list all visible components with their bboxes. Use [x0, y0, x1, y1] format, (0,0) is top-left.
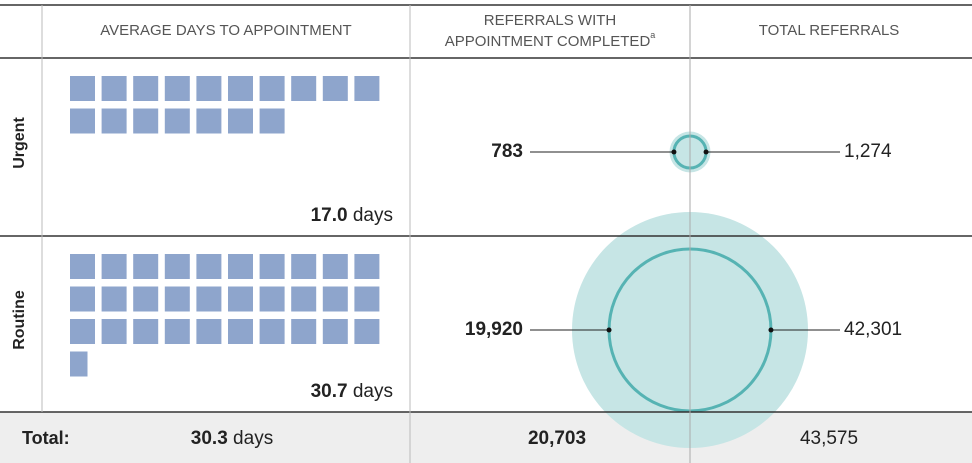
day-square — [322, 76, 348, 101]
day-square — [291, 286, 317, 312]
day-square — [228, 76, 253, 101]
total-value: 42,301 — [844, 319, 902, 340]
total-value: 1,274 — [844, 141, 892, 162]
total-avg-days-value: 30.3 — [191, 428, 228, 449]
day-square — [133, 286, 159, 312]
day-square — [322, 254, 348, 279]
day-square — [354, 254, 380, 279]
total-referrals: 43,575 — [800, 428, 858, 449]
total-label: Total: — [22, 428, 70, 448]
day-square — [196, 319, 222, 344]
day-square — [133, 108, 159, 134]
column-header: TOTAL REFERRALS — [759, 22, 900, 39]
day-square — [259, 108, 285, 134]
unit: days — [348, 381, 393, 402]
unit: days — [228, 428, 273, 449]
total-avg-days: 30.3 days — [191, 428, 273, 449]
day-square — [101, 254, 127, 279]
day-square — [228, 108, 253, 134]
avg-days-value: 17.0 — [311, 205, 348, 226]
day-square — [133, 254, 159, 279]
day-square — [322, 286, 348, 312]
day-square — [101, 286, 127, 312]
day-square — [133, 319, 159, 344]
unit: days — [348, 205, 393, 226]
day-square — [354, 76, 380, 101]
row-label: Routine — [11, 290, 28, 350]
day-square — [196, 286, 222, 312]
footnote-marker: a — [650, 30, 655, 40]
day-square — [291, 76, 317, 101]
avg-days: 17.0 days — [311, 205, 393, 226]
day-square — [322, 319, 348, 344]
day-square — [228, 254, 253, 279]
day-square — [70, 254, 95, 279]
day-square — [259, 254, 285, 279]
day-square — [70, 351, 88, 377]
day-square — [70, 76, 95, 101]
day-square — [70, 108, 95, 134]
day-square — [164, 286, 190, 312]
day-square — [291, 319, 317, 344]
day-square — [259, 319, 285, 344]
total-completed: 20,703 — [528, 428, 586, 449]
day-square — [101, 108, 127, 134]
day-square — [164, 108, 190, 134]
day-square — [164, 319, 190, 344]
total-row-bg — [0, 412, 972, 463]
day-square — [101, 319, 127, 344]
day-square — [259, 76, 285, 101]
column-header: APPOINTMENT COMPLETEDa — [445, 30, 656, 50]
day-square — [228, 286, 253, 312]
day-square — [228, 319, 253, 344]
day-square — [196, 76, 222, 101]
row-label: Urgent — [11, 117, 28, 169]
day-square — [70, 319, 95, 344]
leader-dot — [671, 149, 677, 155]
day-square — [164, 254, 190, 279]
leader-dot — [768, 327, 774, 333]
day-square — [133, 76, 159, 101]
completed-value: 19,920 — [465, 319, 523, 340]
day-square — [354, 319, 380, 344]
avg-days: 30.7 days — [311, 381, 393, 402]
day-square — [196, 108, 222, 134]
day-square — [70, 286, 95, 312]
day-square — [354, 286, 380, 312]
day-square — [164, 76, 190, 101]
column-header: REFERRALS WITH — [484, 12, 617, 29]
day-square — [291, 254, 317, 279]
leader-dot — [606, 327, 612, 333]
day-square — [259, 286, 285, 312]
day-square — [101, 76, 127, 101]
day-square — [196, 254, 222, 279]
avg-days-value: 30.7 — [311, 381, 348, 402]
column-header: AVERAGE DAYS TO APPOINTMENT — [100, 22, 351, 39]
leader-dot — [703, 149, 709, 155]
completed-value: 783 — [491, 141, 523, 162]
